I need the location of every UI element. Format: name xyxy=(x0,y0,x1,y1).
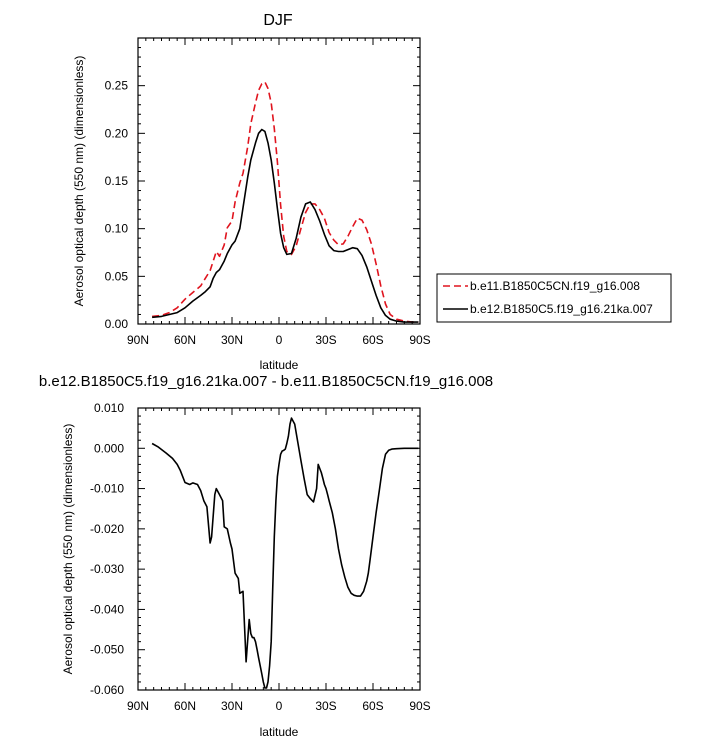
bottom-x-tick-label: 60N xyxy=(174,699,196,713)
legend: b.e11.B1850C5CN.f19_g16.008 b.e12.B1850C… xyxy=(436,273,672,323)
bottom-x-tick-label: 30S xyxy=(315,699,336,713)
bottom-x-tick-label: 60S xyxy=(362,699,383,713)
top-x-tick-label: 90S xyxy=(409,333,430,347)
top-x-tick-label: 60N xyxy=(174,333,196,347)
bottom-y-tick-label: -0.030 xyxy=(90,562,124,576)
bottom-y-tick-label: -0.010 xyxy=(90,482,124,496)
top-x-tick-label: 30N xyxy=(221,333,243,347)
top-x-tick-label: 0 xyxy=(276,333,283,347)
top-x-axis-label: latitude xyxy=(260,358,299,372)
bottom-x-tick-label: 90S xyxy=(409,699,430,713)
top-x-tick-label: 60S xyxy=(362,333,383,347)
top-series-line-2 xyxy=(152,128,419,323)
bottom-series-group xyxy=(151,417,419,689)
bottom-x-tick-label: 0 xyxy=(276,699,283,713)
bottom-y-tick-label: -0.050 xyxy=(90,643,124,657)
bottom-y-axis-label: Aerosol optical depth (550 nm) (dimensio… xyxy=(61,424,75,675)
bottom-y-tick-label: 0.000 xyxy=(94,441,124,455)
top-series-line-1 xyxy=(152,81,419,323)
bottom-x-tick-label: 90N xyxy=(127,699,149,713)
top-y-tick-label: 0.00 xyxy=(105,317,129,331)
top-x-tick-label: 30S xyxy=(315,333,336,347)
top-chart-title: DJF xyxy=(263,12,293,29)
bottom-y-tick-label: -0.020 xyxy=(90,522,124,536)
bottom-panel: b.e12.B1850C5.f19_g16.21ka.007 - b.e11.B… xyxy=(39,373,493,739)
top-y-tick-label: 0.20 xyxy=(105,126,129,140)
top-y-tick-label: 0.25 xyxy=(105,79,129,93)
bottom-chart-title: b.e12.B1850C5.f19_g16.21ka.007 - b.e11.B… xyxy=(39,373,493,390)
bottom-x-axis-label: latitude xyxy=(260,725,299,739)
bottom-y-tick-label: -0.040 xyxy=(90,602,124,616)
legend-label-2: b.e12.B1850C5.f19_g16.21ka.007 xyxy=(470,302,653,316)
top-y-tick-label: 0.10 xyxy=(105,222,129,236)
top-y-axis-label: Aerosol optical depth (550 nm) (dimensio… xyxy=(72,56,86,307)
bottom-axes: 90N 60N 30N 0 30S 60S 90S 0.010 0.000 -0.010 -0.02… xyxy=(90,401,431,713)
legend-label-1: b.e11.B1850C5CN.f19_g16.008 xyxy=(470,279,640,293)
top-y-tick-label: 0.15 xyxy=(105,174,129,188)
bottom-y-tick-label: 0.010 xyxy=(94,401,124,415)
bottom-plot-frame xyxy=(137,407,421,691)
top-x-tick-label: 90N xyxy=(127,333,149,347)
top-axes: 90N 60N 30N 0 30S 60S 90S 0.00 0.05 0.10 0.15 0.20 0… xyxy=(105,37,431,347)
top-series-group xyxy=(152,81,419,323)
bottom-x-tick-label: 30N xyxy=(221,699,243,713)
legend-box xyxy=(436,273,672,323)
top-y-tick-label: 0.05 xyxy=(105,269,129,283)
top-panel: DJF 90N 60N 30N 0 30S 60S 90S 0.00 0.05 0.10 0.15 0… xyxy=(72,12,431,372)
bottom-y-tick-label: -0.060 xyxy=(90,683,124,697)
bottom-series-line-1 xyxy=(151,417,419,689)
